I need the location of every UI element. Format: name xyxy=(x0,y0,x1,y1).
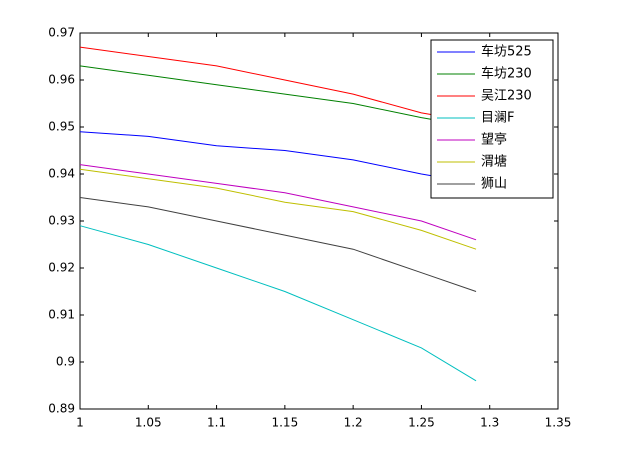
legend-label: 狮山 xyxy=(481,177,507,192)
y-tick-label: 0.93 xyxy=(48,214,75,228)
legend-label: 目澜F xyxy=(481,111,514,126)
y-tick-label: 0.89 xyxy=(48,402,75,416)
series-line xyxy=(79,65,477,128)
x-tick-label: 1.1 xyxy=(207,416,226,430)
y-tick-label: 0.97 xyxy=(48,26,75,40)
x-tick-label: 1.05 xyxy=(135,416,162,430)
y-tick-label: 0.92 xyxy=(48,261,75,275)
x-tick-label: 1.15 xyxy=(271,416,298,430)
x-tick-label: 1.25 xyxy=(408,416,435,430)
series-line xyxy=(79,131,477,184)
series-line xyxy=(79,197,477,292)
y-tick-label: 0.91 xyxy=(48,308,75,322)
y-tick-label: 0.96 xyxy=(48,73,75,87)
y-tick-label: 0.95 xyxy=(48,120,75,134)
legend-box xyxy=(430,39,554,199)
series-line xyxy=(79,168,477,250)
legend-label: 渭塘 xyxy=(481,154,507,170)
x-tick-label: 1.3 xyxy=(480,416,499,430)
series-line xyxy=(79,46,477,123)
legend-label: 望亭 xyxy=(481,132,507,148)
y-tick-label: 0.9 xyxy=(56,355,75,369)
x-tick-label: 1.2 xyxy=(344,416,363,430)
legend-label: 车坊230 xyxy=(481,66,532,82)
legend-label: 车坊525 xyxy=(481,44,532,60)
y-tick-label: 0.94 xyxy=(48,167,75,181)
x-tick-label: 1 xyxy=(76,416,84,430)
series-line xyxy=(79,164,477,241)
legend-label: 吴江230 xyxy=(481,89,532,104)
x-tick-label: 1.35 xyxy=(545,416,572,430)
series-line xyxy=(79,225,477,382)
